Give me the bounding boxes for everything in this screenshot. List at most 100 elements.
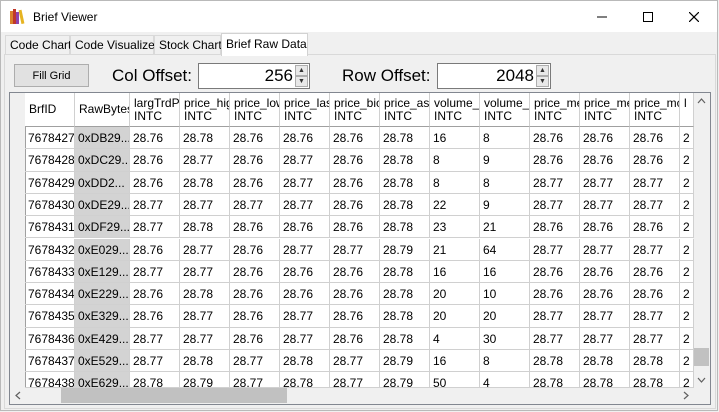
table-cell[interactable]: 28.76 <box>280 127 330 150</box>
table-cell[interactable]: 28.77 <box>580 327 630 350</box>
table-cell[interactable]: 20 <box>480 305 530 328</box>
table-cell[interactable]: 28.76 <box>330 193 380 217</box>
minimize-button[interactable] <box>579 1 625 32</box>
table-cell[interactable]: 8 <box>480 127 530 150</box>
table-cell[interactable]: 28.78 <box>380 305 430 328</box>
table-cell[interactable]: 0xE029... <box>75 238 130 261</box>
table-cell[interactable]: 7678434 <box>25 283 75 306</box>
table-cell[interactable]: 50 <box>430 372 480 388</box>
table-cell[interactable]: 8 <box>480 171 530 194</box>
table-cell[interactable]: 28.76 <box>330 305 380 328</box>
table-cell[interactable]: 28.78 <box>180 171 230 194</box>
table-cell[interactable]: 28.79 <box>180 372 230 388</box>
table-cell[interactable]: 2 <box>680 260 694 284</box>
table-cell[interactable]: 0xDB29... <box>75 127 130 150</box>
table-cell[interactable]: 8 <box>430 171 480 194</box>
table-cell[interactable]: 16 <box>430 350 480 373</box>
table-cell[interactable]: 0xDD2... <box>75 171 130 194</box>
col-offset-up-arrow-icon[interactable]: ▲ <box>295 65 308 76</box>
table-cell[interactable]: 2 <box>680 283 694 306</box>
table-cell[interactable]: 28.77 <box>580 305 630 328</box>
raw-data-grid[interactable]: BrfID RawBytes largTrdPr INTC price_hig INTC p… <box>9 92 711 405</box>
table-cell[interactable]: 28.76 <box>280 216 330 239</box>
table-cell[interactable]: 28.76 <box>280 260 330 284</box>
tab-brief-raw-data[interactable]: Brief Raw Data <box>221 33 308 56</box>
table-cell[interactable]: 28.77 <box>580 193 630 217</box>
table-cell[interactable]: 28.76 <box>630 283 680 306</box>
table-cell[interactable]: 0xE629... <box>75 372 130 388</box>
column-header[interactable]: price_bic INTC <box>330 93 380 127</box>
table-cell[interactable]: 21 <box>430 238 480 261</box>
table-cell[interactable]: 28.78 <box>580 350 630 373</box>
column-header[interactable]: price_me INTC <box>580 93 630 127</box>
table-cell[interactable]: 7678438 <box>25 372 75 388</box>
table-cell[interactable]: 28.76 <box>330 283 380 306</box>
table-cell[interactable]: 2 <box>680 193 694 217</box>
row-header-column[interactable] <box>10 93 26 388</box>
table-cell[interactable]: 7678427 <box>25 127 75 150</box>
table-cell[interactable]: 28.76 <box>530 283 580 306</box>
fill-grid-button[interactable]: Fill Grid <box>14 64 89 87</box>
title-bar[interactable]: Brief Viewer <box>1 1 717 32</box>
table-cell[interactable]: 0xE229... <box>75 283 130 306</box>
table-cell[interactable]: 7678435 <box>25 305 75 328</box>
table-cell[interactable]: 28.76 <box>230 260 280 284</box>
table-cell[interactable]: 28.76 <box>530 216 580 239</box>
table-cell[interactable]: 28.77 <box>230 193 280 217</box>
table-cell[interactable]: 28.78 <box>380 149 430 172</box>
table-cell[interactable]: 28.76 <box>580 216 630 239</box>
column-header[interactable]: price_las INTC <box>280 93 330 127</box>
table-cell[interactable]: 7678432 <box>25 238 75 261</box>
column-header[interactable]: largTrdPr INTC <box>130 93 180 127</box>
table-cell[interactable]: 28.76 <box>230 216 280 239</box>
column-header[interactable]: price_askINTC <box>380 93 430 127</box>
table-cell[interactable]: 28.77 <box>180 193 230 217</box>
table-cell[interactable]: 28.78 <box>180 350 230 373</box>
table-cell[interactable]: 28.77 <box>330 372 380 388</box>
table-cell[interactable]: 16 <box>430 127 480 150</box>
table-cell[interactable]: 28.76 <box>130 283 180 306</box>
table-cell[interactable]: 28.76 <box>630 260 680 284</box>
column-header[interactable]: price_low INTC <box>230 93 280 127</box>
table-cell[interactable]: 0xE429... <box>75 327 130 350</box>
table-cell[interactable]: 0xDF29... <box>75 216 130 239</box>
table-cell[interactable]: 28.76 <box>580 283 630 306</box>
table-cell[interactable]: 8 <box>430 149 480 172</box>
table-cell[interactable]: 28.76 <box>330 127 380 150</box>
table-cell[interactable]: 23 <box>430 216 480 239</box>
table-cell[interactable]: 2 <box>680 372 694 388</box>
col-offset-spinner[interactable]: 256 ▲ ▼ <box>198 63 310 89</box>
table-cell[interactable]: 8 <box>480 350 530 373</box>
table-cell[interactable]: 28.77 <box>130 260 180 284</box>
table-cell[interactable]: 7678430 <box>25 193 75 217</box>
table-cell[interactable]: 28.76 <box>230 305 280 328</box>
maximize-button[interactable] <box>625 1 671 32</box>
horizontal-scrollbar[interactable] <box>10 387 694 404</box>
row-offset-up-arrow-icon[interactable]: ▲ <box>536 65 549 76</box>
table-cell[interactable]: 7678428 <box>25 149 75 172</box>
table-cell[interactable]: 28.76 <box>130 171 180 194</box>
table-cell[interactable]: 28.77 <box>230 372 280 388</box>
table-cell[interactable]: 28.78 <box>380 171 430 194</box>
table-cell[interactable]: 28.77 <box>630 171 680 194</box>
table-cell[interactable]: 28.77 <box>180 260 230 284</box>
table-cell[interactable]: 28.78 <box>380 283 430 306</box>
table-cell[interactable]: 2 <box>680 149 694 172</box>
table-cell[interactable]: 2 <box>680 327 694 350</box>
table-cell[interactable]: 28.77 <box>280 327 330 350</box>
column-header[interactable]: volume_l INTC <box>430 93 480 127</box>
table-cell[interactable]: 7678433 <box>25 260 75 284</box>
scroll-right-arrow-icon[interactable] <box>677 387 694 404</box>
table-cell[interactable]: 28.78 <box>530 372 580 388</box>
table-cell[interactable]: 9 <box>480 149 530 172</box>
table-cell[interactable]: 28.78 <box>380 260 430 284</box>
table-cell[interactable]: 28.77 <box>280 149 330 172</box>
table-cell[interactable]: 28.78 <box>180 127 230 150</box>
row-offset-down-arrow-icon[interactable]: ▼ <box>536 76 549 87</box>
table-cell[interactable]: 28.77 <box>530 305 580 328</box>
table-cell[interactable]: 0xDC29... <box>75 149 130 172</box>
table-cell[interactable]: 20 <box>430 305 480 328</box>
table-cell[interactable]: 28.79 <box>380 238 430 261</box>
col-offset-value[interactable]: 256 <box>264 66 293 85</box>
table-cell[interactable]: 28.77 <box>180 149 230 172</box>
